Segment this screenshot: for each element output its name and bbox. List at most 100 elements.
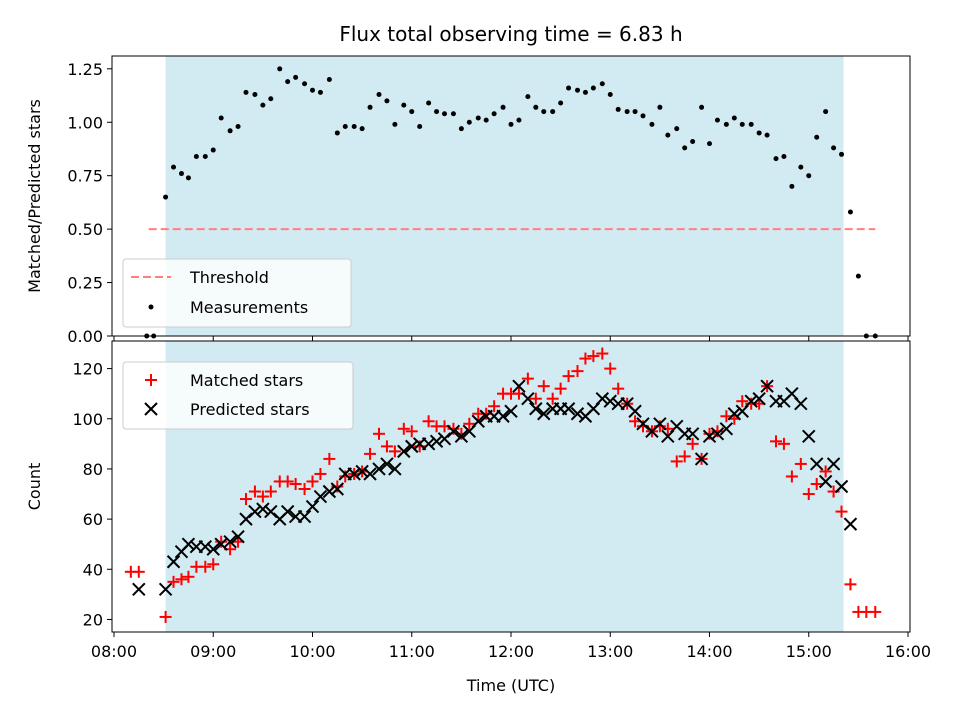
upper-y-ticks: 0.00 0.25 0.50 0.75 1.00 1.25 [67, 60, 112, 346]
matched-star-marker [686, 437, 699, 450]
x-tick-label: 09:00 [190, 642, 236, 661]
predicted-star-marker [794, 397, 808, 411]
lower-y-ticks: 20 40 60 80 100 120 [72, 360, 112, 629]
matched-legend-swatch [145, 374, 157, 386]
measurement-point [202, 153, 208, 159]
x-tick-label: 14:00 [686, 642, 732, 661]
measurement-point [748, 121, 754, 127]
matched-star-marker [413, 440, 426, 453]
matched-star-marker [629, 415, 642, 428]
y-tick-label: 100 [72, 410, 103, 429]
measurement-point [392, 121, 398, 127]
upper-panel: 0.00 0.25 0.50 0.75 1.00 1.25 Matched/Predict… [25, 55, 911, 346]
predicted-star-marker [653, 417, 667, 431]
predicted-star-marker [818, 474, 833, 489]
y-tick-label: 80 [83, 460, 103, 479]
matched-star-marker [175, 573, 188, 586]
y-tick-label: 1.25 [67, 60, 103, 79]
predicted-star-marker [727, 407, 742, 421]
measurement-point [590, 85, 596, 91]
measurement-point [575, 87, 580, 93]
lower-panel: 20 40 60 80 100 120 08:00 09:00 10:00 11:00 12:00… [25, 340, 931, 695]
measurement-point [235, 124, 241, 130]
matched-star-marker [844, 578, 857, 591]
x-tick-label: 12:00 [488, 642, 534, 661]
measurement-point [649, 121, 655, 127]
predicted-star-marker [710, 427, 725, 441]
predicted-star-marker [471, 414, 485, 428]
matched-star-marker [256, 490, 269, 503]
measurement-point [163, 194, 169, 200]
measurement-point [178, 171, 184, 177]
matched-star-marker [215, 535, 228, 548]
measurement-point [334, 130, 340, 136]
lower-legend-box [122, 361, 354, 430]
measurement-point [367, 104, 373, 110]
measurement-point [516, 117, 522, 123]
threshold-legend-label: Threshold [189, 268, 269, 287]
measurements-legend-label: Measurements [190, 298, 308, 317]
measurement-point [185, 175, 191, 181]
predicted-star-marker [363, 467, 377, 481]
matched-star-marker [388, 445, 401, 458]
measurement-points [144, 66, 878, 339]
measurement-point [458, 126, 464, 132]
matched-star-marker [298, 483, 311, 496]
matched-star-marker [314, 467, 327, 480]
measurement-point [773, 156, 779, 162]
matched-star-marker [182, 570, 195, 583]
predicted-star-marker [166, 555, 181, 569]
matched-star-marker [579, 352, 592, 365]
predicted-star-marker [521, 391, 535, 406]
matched-star-marker [720, 410, 733, 423]
measurement-point [690, 138, 696, 144]
measurement-point [525, 94, 531, 100]
measurement-point [193, 153, 199, 159]
matched-star-marker [587, 350, 600, 363]
measurement-point [806, 173, 812, 179]
predicted-legend-swatch [144, 402, 158, 416]
matched-star-marker [770, 435, 783, 448]
y-tick-label: 120 [72, 360, 103, 379]
measurement-point [789, 183, 795, 189]
measurement-point [442, 111, 447, 117]
predicted-star-marker [561, 402, 576, 416]
measurement-point [171, 164, 177, 170]
y-tick-label: 0.00 [67, 327, 103, 346]
matched-star-marker [488, 400, 501, 413]
predicted-star-marker [595, 391, 610, 406]
matched-star-marker [835, 505, 848, 518]
measurement-point [309, 87, 315, 93]
measurement-point [218, 115, 224, 121]
predicted-star-marker [512, 379, 526, 393]
matched-star-marker [463, 417, 476, 430]
matched-star-marker [736, 395, 749, 408]
measurement-point [665, 132, 671, 138]
measurement-point [624, 109, 630, 115]
matched-star-marker [777, 437, 790, 450]
matched-star-marker [869, 605, 882, 618]
measurement-point [541, 109, 547, 115]
predicted-star-marker [313, 489, 328, 504]
predicted-star-marker [843, 517, 858, 531]
matched-star-marker [239, 493, 252, 506]
measurement-point [434, 109, 440, 115]
predicted-star-marker [305, 499, 320, 514]
matched-star-marker [372, 427, 385, 440]
predicted-star-marker [752, 391, 766, 406]
measurement-point [674, 126, 680, 132]
matched-star-marker [281, 475, 294, 488]
measurement-point [640, 113, 646, 119]
predicted-legend-label: Predicted stars [190, 400, 310, 419]
measurement-point [550, 109, 556, 115]
measurement-point [285, 79, 291, 85]
matched-star-marker [159, 610, 172, 623]
measurement-point [359, 126, 365, 132]
measurement-point [533, 104, 539, 110]
measurement-point [500, 104, 506, 110]
measurement-point [764, 132, 770, 138]
measurement-point [607, 91, 613, 97]
matched-star-marker [264, 485, 277, 498]
predicted-star-marker [702, 429, 717, 444]
measurement-point [731, 115, 737, 121]
